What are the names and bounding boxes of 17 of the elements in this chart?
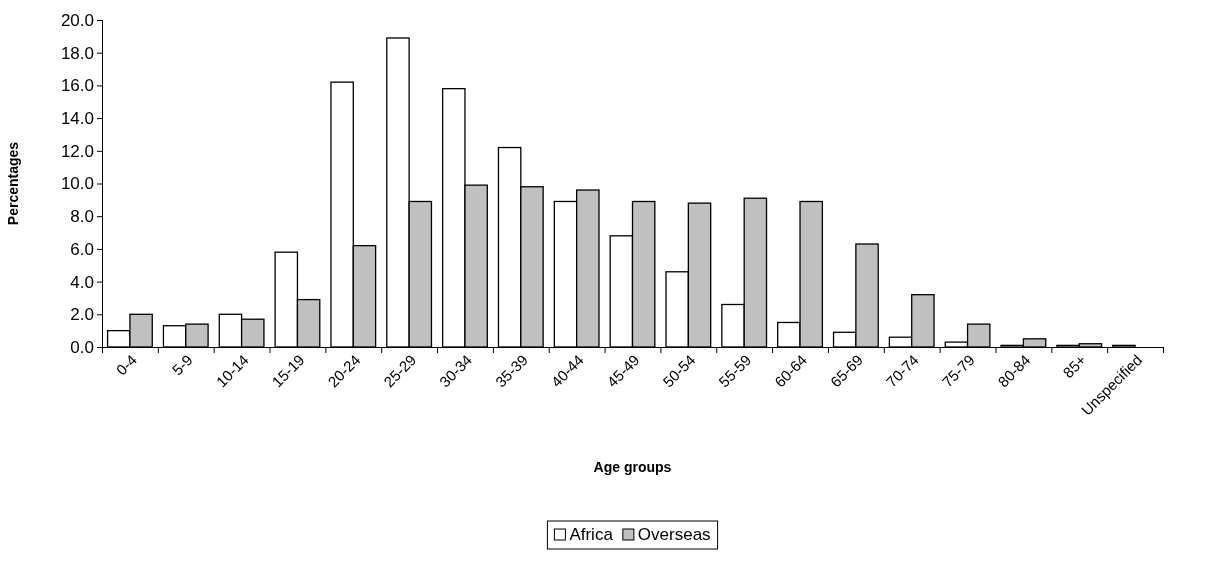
legend-label: Africa xyxy=(569,525,614,544)
y-tick-label: 18.0 xyxy=(60,43,94,63)
x-axis-title: Age groups xyxy=(593,459,672,475)
y-tick-label: 6.0 xyxy=(70,239,94,259)
y-tick-label: 8.0 xyxy=(70,207,94,227)
y-tick-label: 10.0 xyxy=(60,174,94,194)
y-axis-title: Percentages xyxy=(5,141,21,226)
x-tick-label: 5-9 xyxy=(168,351,196,379)
y-tick-label: 14.0 xyxy=(60,109,94,129)
y-tick-label: 12.0 xyxy=(60,141,94,161)
y-tick-label: 20.0 xyxy=(60,10,94,30)
y-tick-label: 2.0 xyxy=(70,305,94,325)
y-tick-label: 0.0 xyxy=(70,337,94,357)
legend-label: Overseas xyxy=(637,525,711,544)
y-tick-label: 4.0 xyxy=(70,272,94,292)
y-tick-label: 16.0 xyxy=(60,76,94,96)
x-tick-label: 0-4 xyxy=(112,351,141,379)
